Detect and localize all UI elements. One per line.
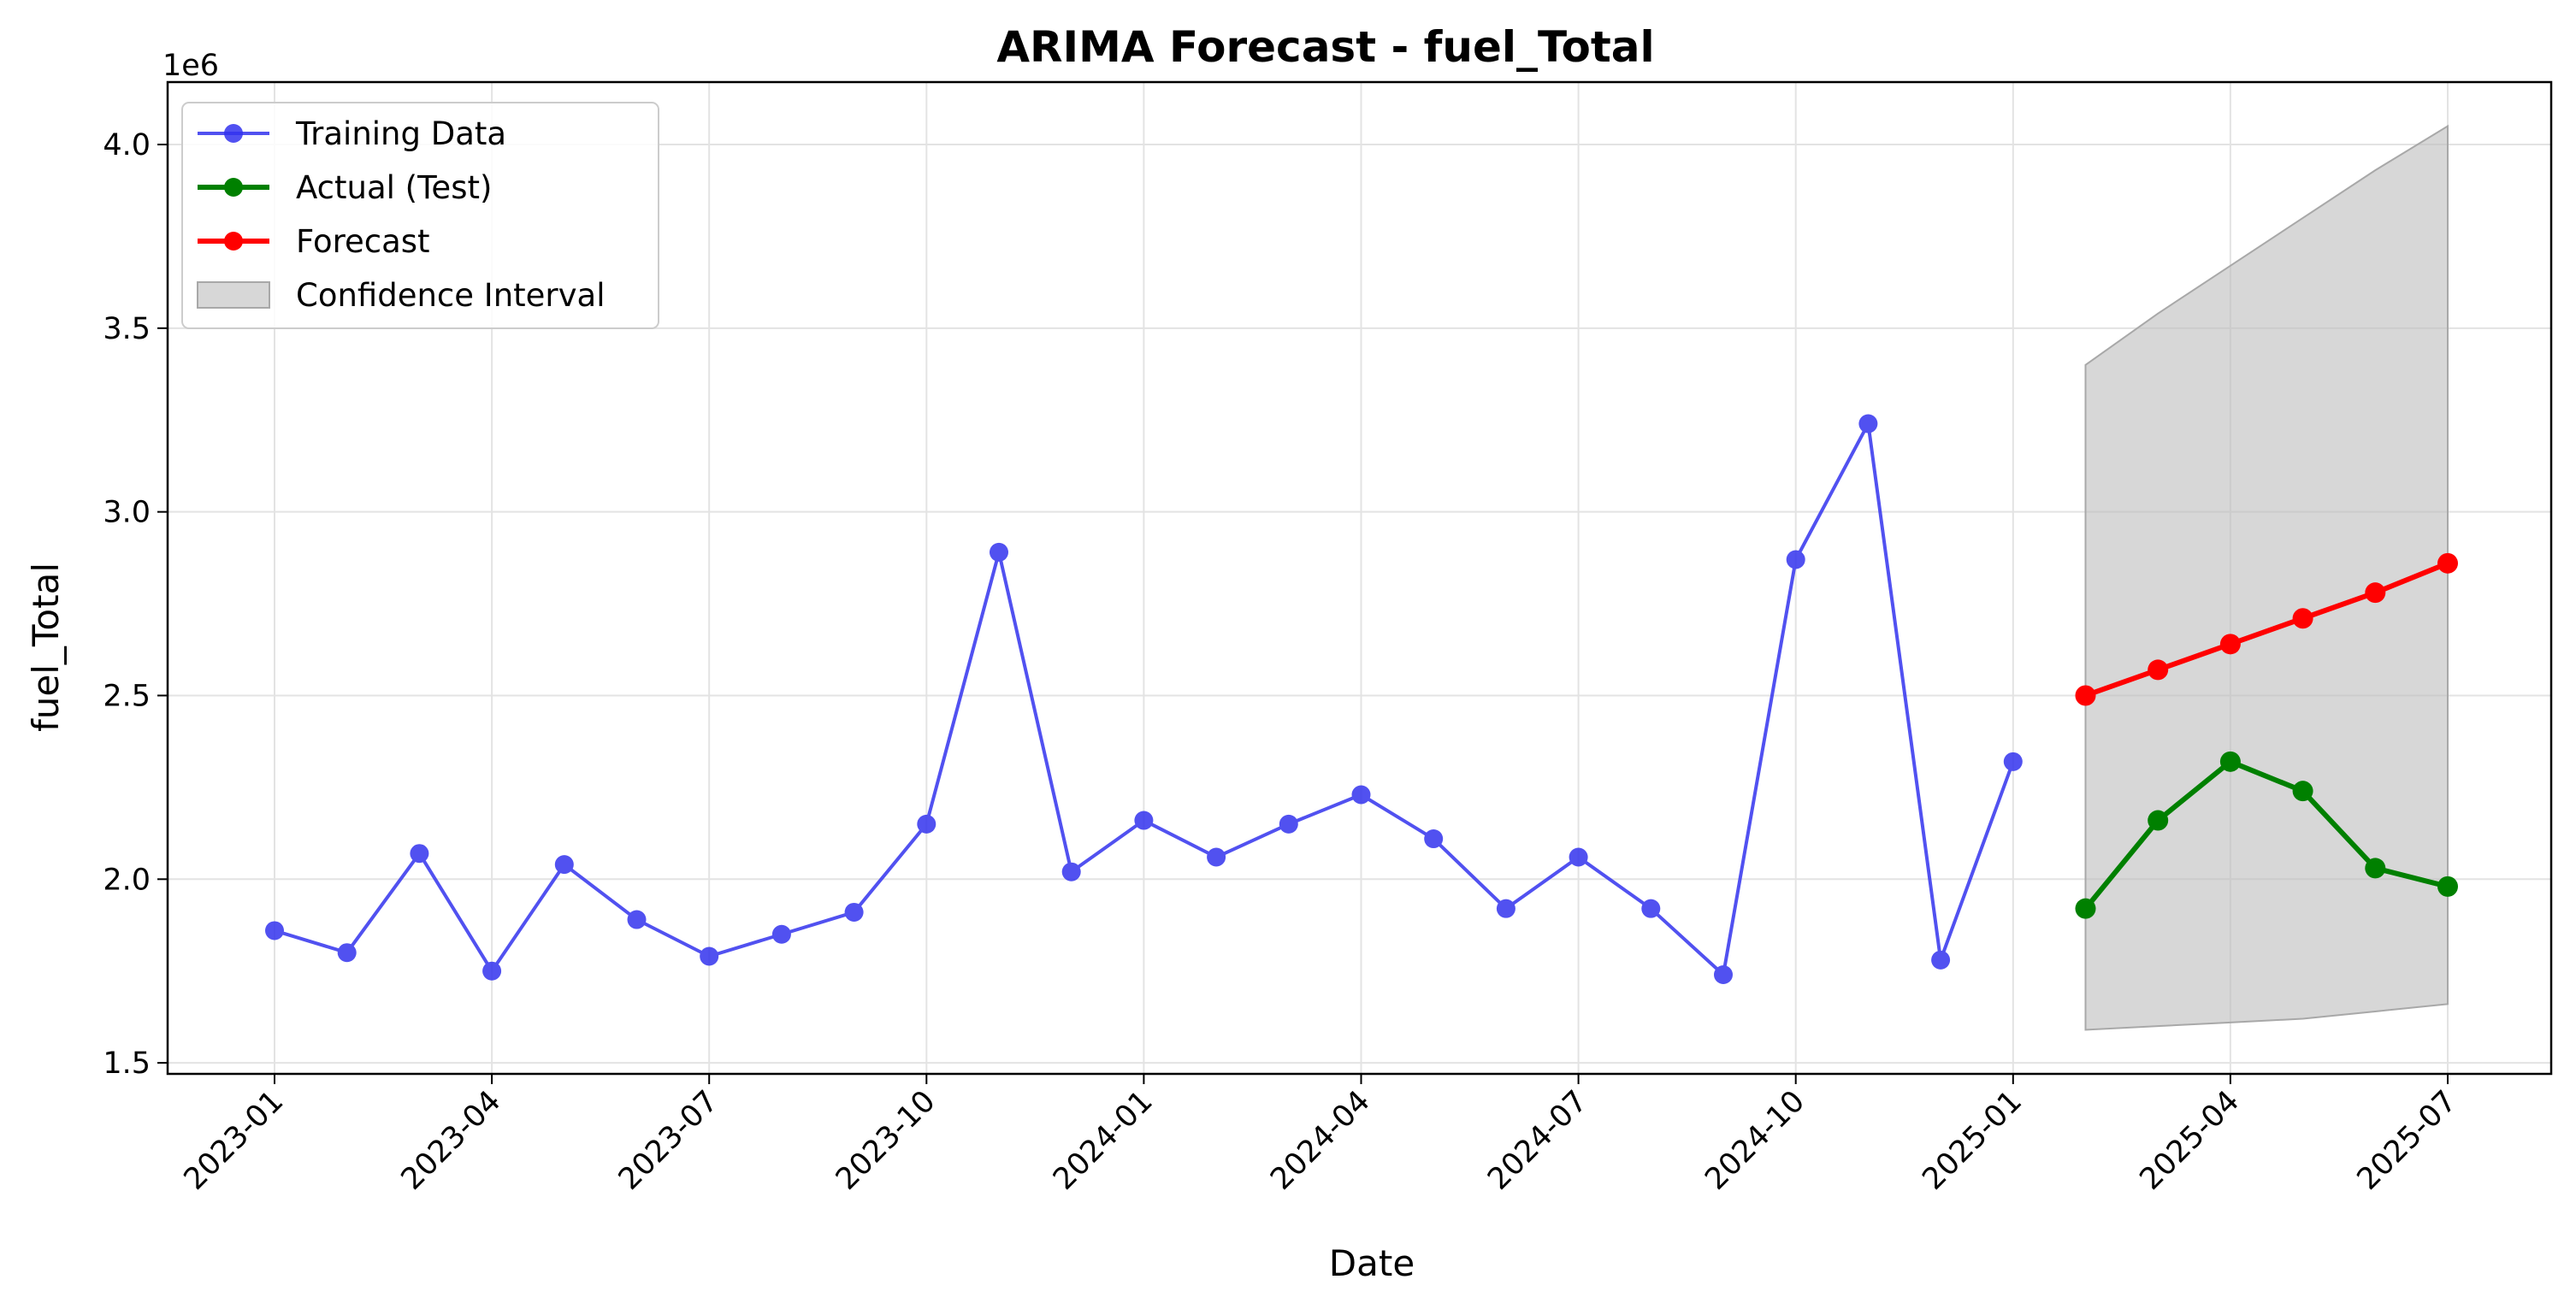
x-axis-label: Date [1329,1242,1415,1284]
training-data-series [265,414,2023,984]
legend-label: Training Data [295,115,506,152]
forecast-point [2437,552,2458,574]
y-tick-label: 2.5 [103,679,151,713]
legend-swatch-marker [224,178,243,197]
training-data-point [627,910,647,929]
training-data-point [1279,814,1298,834]
forecast-point [2219,634,2241,655]
training-data-point [1714,965,1733,984]
forecast-point [2365,582,2386,604]
y-axis-label: fuel_Total [25,563,67,732]
actual-test-point [2075,898,2096,919]
training-data-point [1207,847,1226,867]
legend-swatch-marker [224,232,243,251]
forecast-point [2075,685,2096,706]
training-data-point [844,902,864,922]
legend: Training Data Actual (Test) Forecast Confid… [181,102,659,329]
training-data-point [337,943,357,963]
training-data-point [410,844,429,864]
legend-swatch-marker [224,124,243,143]
legend-box [181,102,659,329]
training-data-point [990,542,1008,562]
training-data-point [917,814,936,834]
chart-title: ARIMA Forecast - fuel_Total [996,22,1654,72]
training-data-point [1351,785,1371,805]
training-data-point [1858,414,1878,433]
actual-test-point [2365,858,2386,879]
forecast-point [2148,659,2169,681]
training-data-point [1641,899,1661,918]
forecast-line [2084,561,2449,699]
training-data-point [482,961,502,981]
training-data-point [1424,829,1444,849]
y-tick-label: 3.5 [103,312,151,346]
legend-swatch-patch [197,281,270,309]
actual-test-line [2083,758,2449,911]
training-data-point [700,946,719,966]
y-tick-label: 2.0 [103,863,151,897]
plot-frame [166,80,2553,1076]
training-data-point [1061,862,1081,882]
y-tick-label: 1.5 [103,1047,151,1081]
actual-test-point [2292,781,2313,802]
actual-test-series [2075,751,2458,919]
y-tick-label: 3.0 [103,496,151,530]
training-data-point [1134,811,1154,830]
training-data-point [1931,950,1951,970]
training-data-point [554,855,574,875]
legend-label: Confidence Interval [296,277,606,314]
actual-test-point [2437,876,2458,897]
training-data-point [1496,899,1515,918]
legend-label: Forecast [296,223,430,260]
training-data-point [771,924,791,944]
legend-label: Actual (Test) [296,169,492,206]
forecast-series [2075,552,2458,706]
training-data-point [265,921,284,940]
training-data-point [2003,752,2023,771]
series-layer [265,414,2458,984]
training-data-point [1569,847,1588,867]
y-offset-label: 1e6 [162,49,219,83]
y-tick-label: 4.0 [103,128,151,162]
actual-test-point [2219,751,2241,772]
forecast-point [2292,608,2313,629]
actual-test-point [2148,810,2169,831]
training-data-point [1786,550,1805,569]
